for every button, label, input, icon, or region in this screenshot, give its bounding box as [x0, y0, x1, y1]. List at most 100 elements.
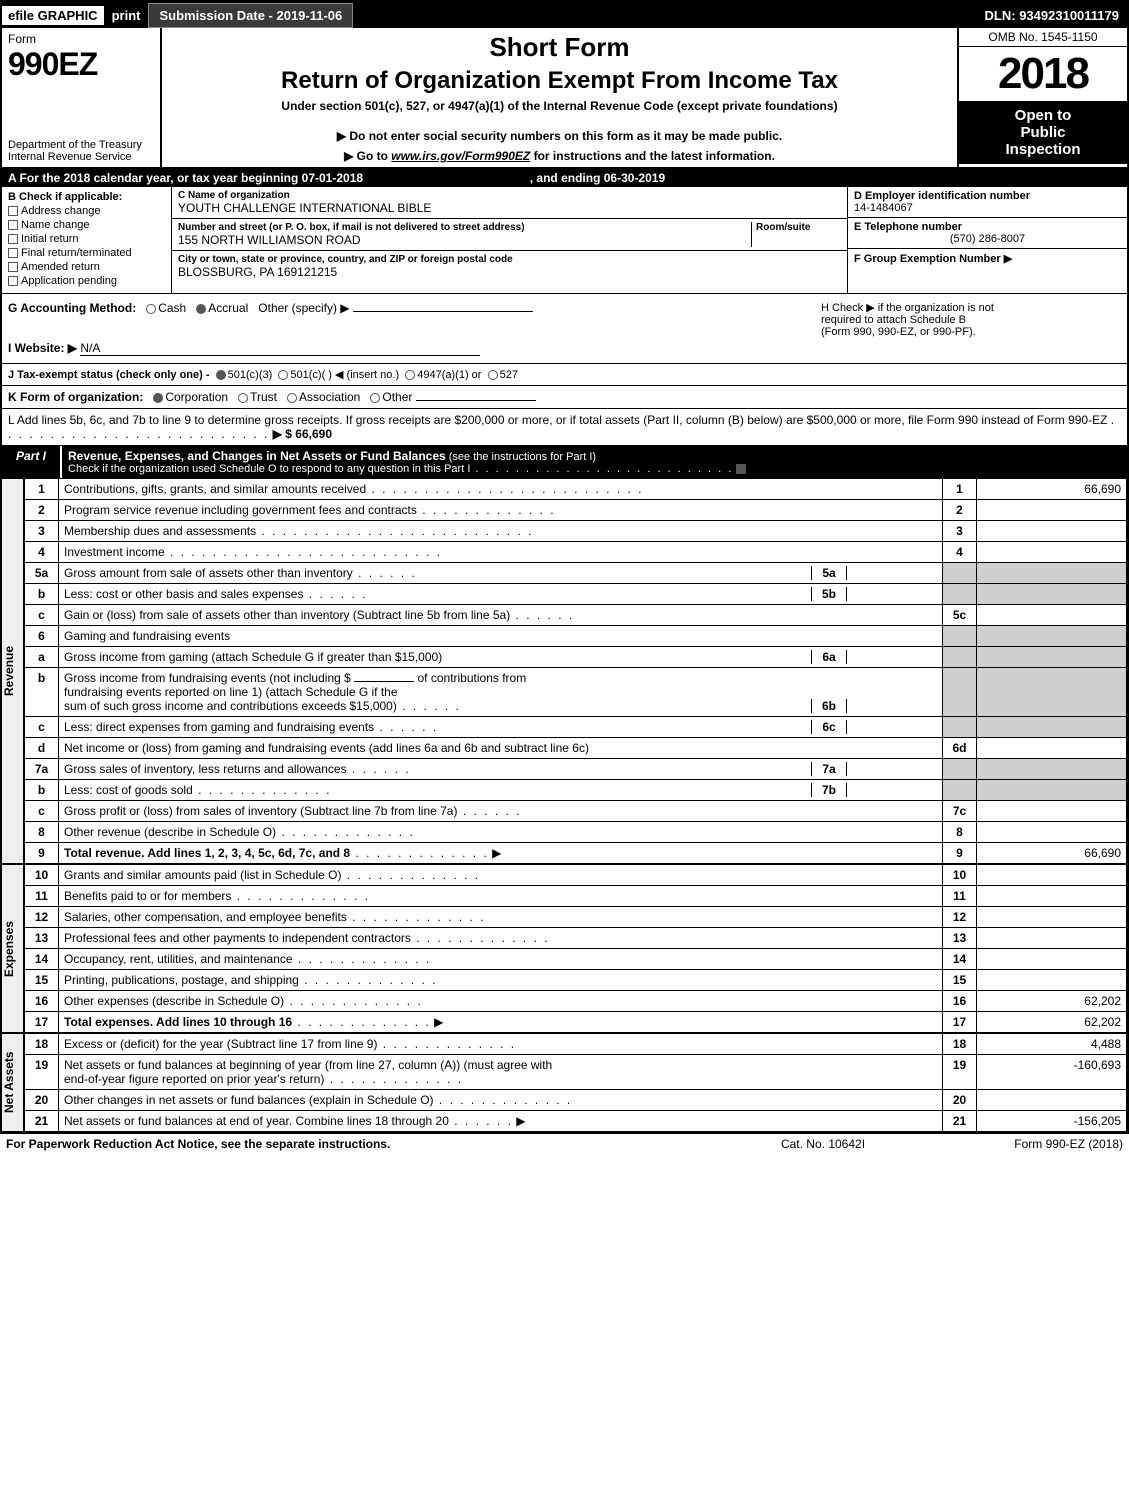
part-1-title-row: Revenue, Expenses, and Changes in Net As… [62, 446, 1127, 478]
line-17-num: 17 [25, 1012, 59, 1033]
line-18-num: 18 [25, 1034, 59, 1055]
radio-accrual[interactable] [196, 304, 206, 314]
line-2-text: Program service revenue including govern… [64, 503, 417, 517]
header-title-block: Short Form Return of Organization Exempt… [162, 28, 957, 167]
chk-name-change[interactable]: Name change [8, 219, 165, 231]
city-label: City or town, state or province, country… [178, 254, 841, 265]
accounting-attach-block: G Accounting Method: Cash Accrual Other … [2, 294, 1127, 364]
chk-initial-return[interactable]: Initial return [8, 233, 165, 245]
line-4-text: Investment income [64, 545, 165, 559]
part-1-check-line: Check if the organization used Schedule … [68, 463, 1121, 475]
accounting-label: G Accounting Method: [8, 301, 136, 315]
line-6b-amount-input[interactable] [354, 681, 414, 682]
box-f: F Group Exemption Number ▶ [848, 249, 1127, 268]
box-i: I Website: ▶ N/A [8, 341, 1121, 356]
return-title: Return of Organization Exempt From Incom… [170, 67, 949, 95]
revenue-label: Revenue [2, 478, 24, 864]
print-button[interactable]: print [104, 6, 149, 25]
radio-501c3[interactable] [216, 370, 226, 380]
chk-address-change-label: Address change [21, 205, 101, 217]
line-4-ref: 4 [943, 542, 977, 563]
box-g: G Accounting Method: Cash Accrual Other … [8, 301, 821, 338]
boxes-def: D Employer identification number 14-1484… [847, 187, 1127, 293]
radio-527[interactable] [488, 370, 498, 380]
line-7a: 7aGross sales of inventory, less returns… [25, 759, 1127, 780]
line-14-ref: 14 [943, 949, 977, 970]
form-990ez: efile GRAPHIC print Submission Date - 20… [0, 0, 1129, 1134]
line-11: 11Benefits paid to or for members11 [25, 886, 1127, 907]
line-9-text: Total revenue. Add lines 1, 2, 3, 4, 5c,… [64, 846, 350, 860]
line-6a-sn: 6a [811, 650, 847, 664]
line-7c: cGross profit or (loss) from sales of in… [25, 801, 1127, 822]
radio-corporation[interactable] [153, 393, 163, 403]
line-7c-text: Gross profit or (loss) from sales of inv… [64, 804, 457, 818]
line-10: 10 Grants and similar amounts paid (list … [25, 865, 1127, 886]
street-label: Number and street (or P. O. box, if mail… [178, 222, 751, 233]
line-7c-value [977, 801, 1127, 822]
line-6d-ref: 6d [943, 738, 977, 759]
line-9-value: 66,690 [977, 843, 1127, 864]
footer-cat: Cat. No. 10642I [723, 1137, 923, 1151]
corp-label: Corporation [165, 390, 228, 404]
line-5c-num: c [25, 605, 59, 626]
line-13-ref: 13 [943, 928, 977, 949]
line-3-value [977, 521, 1127, 542]
accrual-label: Accrual [208, 301, 248, 315]
radio-cash[interactable] [146, 304, 156, 314]
other-org-input[interactable] [416, 400, 536, 401]
header-right: OMB No. 1545-1150 2018 Open to Public In… [957, 28, 1127, 167]
radio-4947[interactable] [405, 370, 415, 380]
line-5b: bLess: cost or other basis and sales exp… [25, 584, 1127, 605]
phone-value: (570) 286-8007 [854, 233, 1121, 245]
line-6-text: Gaming and fundraising events [59, 626, 943, 647]
line-7c-ref: 7c [943, 801, 977, 822]
radio-association[interactable] [287, 393, 297, 403]
line-10-ref: 10 [943, 865, 977, 886]
org-name-cell: C Name of organization YOUTH CHALLENGE I… [172, 187, 847, 219]
open-line2: Public [963, 124, 1123, 141]
box-e: E Telephone number (570) 286-8007 [848, 218, 1127, 249]
line-6a-text: Gross income from gaming (attach Schedul… [64, 650, 442, 664]
line-7a-sv [847, 762, 937, 776]
line-7b-grey [943, 780, 977, 801]
header-left: Form 990EZ Department of the Treasury In… [2, 28, 162, 167]
radio-trust[interactable] [238, 393, 248, 403]
line-6d-text: Net income or (loss) from gaming and fun… [59, 738, 943, 759]
irs-link[interactable]: www.irs.gov/Form990EZ [391, 149, 530, 163]
dept-line2: Internal Revenue Service [8, 151, 154, 163]
line-5c-ref: 5c [943, 605, 977, 626]
line-21-ref: 21 [943, 1111, 977, 1132]
chk-address-change[interactable]: Address change [8, 205, 165, 217]
box-k: K Form of organization: Corporation Trus… [2, 386, 1127, 409]
chk-application-pending[interactable]: Application pending [8, 275, 165, 287]
line-1-ref: 1 [943, 479, 977, 500]
city: BLOSSBURG, PA 169121215 [178, 265, 841, 279]
period-end: , and ending 06-30-2019 [530, 171, 665, 185]
501c-label: 501(c)( ) ◀ (insert no.) [290, 369, 399, 381]
radio-other-org[interactable] [370, 393, 380, 403]
line-12-num: 12 [25, 907, 59, 928]
phone-label: E Telephone number [854, 221, 1121, 233]
room-label: Room/suite [756, 222, 841, 233]
line-20-value [977, 1090, 1127, 1111]
line-5b-sn: 5b [811, 587, 847, 601]
line-5a-sn: 5a [811, 566, 847, 580]
line-10-text: Grants and similar amounts paid (list in… [64, 868, 341, 882]
line-7a-grey [943, 759, 977, 780]
line-6a-greyv [977, 647, 1127, 668]
line-12-value [977, 907, 1127, 928]
line-19-ref: 19 [943, 1055, 977, 1090]
radio-501c[interactable] [278, 370, 288, 380]
line-6b: b Gross income from fundraising events (… [25, 668, 1127, 717]
chk-amended-return[interactable]: Amended return [8, 261, 165, 273]
line-8: 8Other revenue (describe in Schedule O)8 [25, 822, 1127, 843]
line-15-num: 15 [25, 970, 59, 991]
part-1-header: Part I Revenue, Expenses, and Changes in… [2, 446, 1127, 478]
line-6a: aGross income from gaming (attach Schedu… [25, 647, 1127, 668]
line-13-num: 13 [25, 928, 59, 949]
other-specify-input[interactable] [353, 311, 533, 312]
schedule-o-checkbox[interactable] [736, 464, 746, 474]
chk-final-return[interactable]: Final return/terminated [8, 247, 165, 259]
open-public-inspection: Open to Public Inspection [959, 101, 1127, 164]
org-name-label: C Name of organization [178, 190, 841, 201]
